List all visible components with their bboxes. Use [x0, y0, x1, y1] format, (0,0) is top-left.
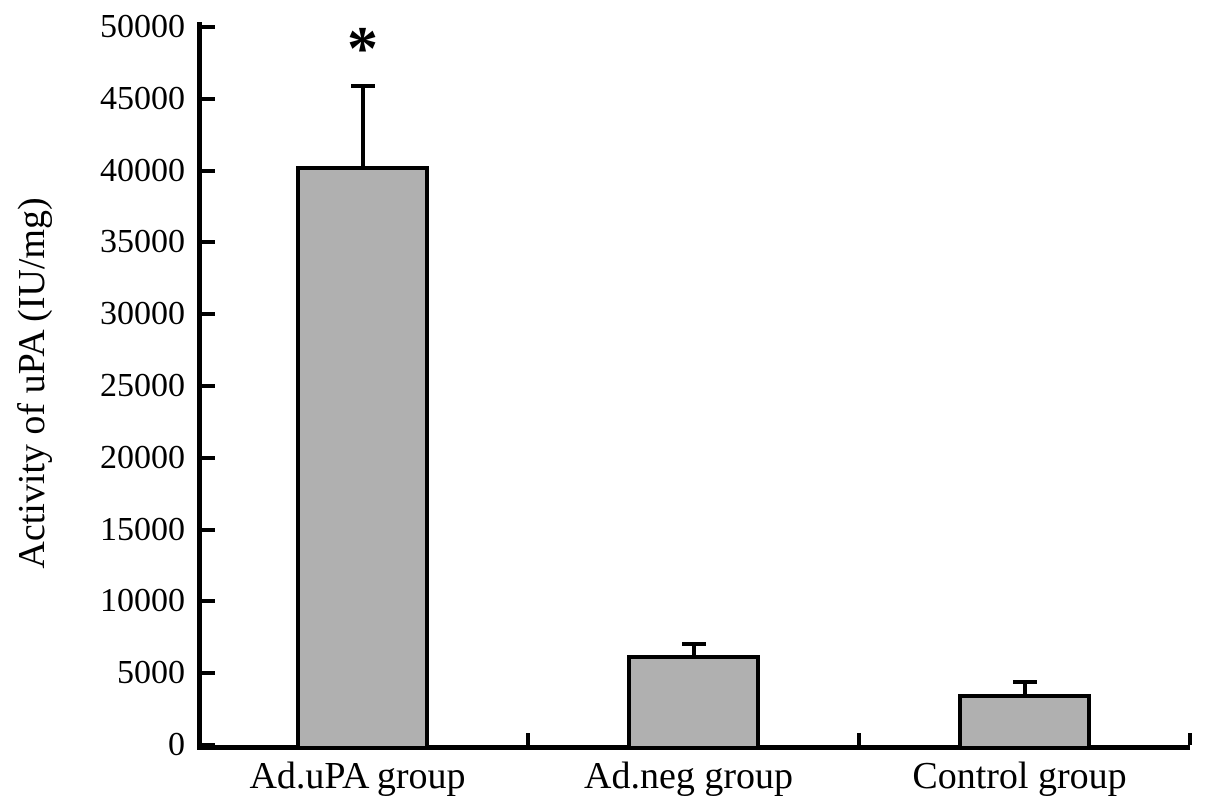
bar	[958, 694, 1091, 750]
x-axis-tick	[857, 733, 861, 745]
x-category-label: Ad.uPA group	[249, 755, 466, 797]
y-tick-label: 5000	[117, 654, 185, 692]
y-axis-tick	[202, 25, 215, 29]
x-axis-tick	[1188, 733, 1192, 745]
y-axis-tick	[202, 671, 215, 676]
y-tick-label: 30000	[100, 295, 185, 333]
error-bar-line	[1022, 681, 1027, 697]
error-bar-line	[691, 644, 696, 658]
error-bar-cap	[350, 83, 375, 88]
x-category-label: Control group	[912, 755, 1127, 797]
error-bar-line	[360, 85, 365, 168]
y-axis-tick	[202, 240, 215, 245]
y-tick-label: 50000	[100, 8, 185, 45]
y-tick-label: 40000	[100, 151, 185, 189]
x-category-label: Ad.neg group	[584, 755, 793, 797]
y-axis-tick	[202, 168, 215, 173]
y-tick-label: 10000	[100, 582, 185, 620]
y-axis-tick	[202, 384, 215, 388]
y-tick-label: 45000	[100, 79, 185, 117]
y-axis-tick	[202, 599, 215, 604]
y-tick-label: 15000	[100, 510, 185, 548]
y-tick-label: 25000	[100, 367, 185, 404]
y-tick-label: 20000	[100, 438, 185, 476]
significance-asterisk: *	[347, 14, 378, 83]
error-bar-cap	[681, 642, 706, 647]
error-bar-cap	[1012, 679, 1037, 684]
bar	[627, 655, 760, 750]
y-tick-label: 0	[168, 726, 185, 763]
y-axis-tick	[202, 527, 215, 532]
y-axis-line	[197, 22, 202, 750]
y-axis-tick	[202, 743, 215, 747]
y-axis-tick	[202, 96, 215, 101]
y-tick-label: 35000	[100, 223, 185, 261]
x-axis-tick	[526, 733, 530, 745]
bar	[296, 165, 429, 750]
y-axis-tick	[202, 455, 215, 460]
y-axis-tick	[202, 312, 215, 317]
